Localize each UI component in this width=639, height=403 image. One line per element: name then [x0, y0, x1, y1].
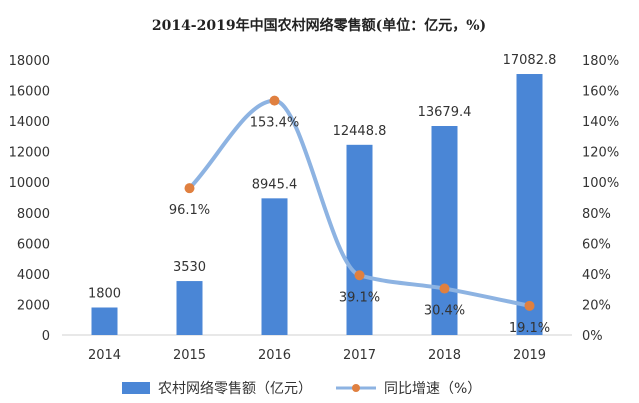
x-axis-tick-labels: 2014 2015 2016 2017 2018 2019: [88, 348, 546, 363]
bar: [91, 307, 118, 335]
x-tick-label: 2016: [258, 348, 291, 363]
bar-value-label: 13679.4: [418, 105, 472, 120]
x-tick-label: 2014: [88, 348, 121, 363]
y-left-tick-label: 10000: [9, 176, 50, 191]
y-left-tick-label: 6000: [17, 237, 50, 252]
bar-value-label: 12448.8: [333, 124, 387, 139]
x-tick-label: 2017: [343, 348, 376, 363]
y-axis-left: 0 2000 4000 6000 8000 10000 12000 14000 16000 180…: [9, 54, 50, 344]
y-right-tick-label: 60%: [582, 237, 611, 252]
bar: [516, 74, 543, 335]
legend: 农村网络零售额（亿元） 同比增速（%）: [122, 381, 481, 397]
growth-value-label: 96.1%: [169, 203, 210, 218]
y-left-tick-label: 16000: [9, 85, 50, 100]
x-tick-label: 2019: [513, 348, 546, 363]
growth-point: [184, 183, 195, 194]
bar-value-label: 3530: [173, 260, 206, 275]
growth-point: [354, 270, 365, 281]
line-series: 96.1% 153.4% 39.1% 30.4% 19.1%: [169, 95, 550, 336]
y-right-tick-label: 20%: [582, 298, 611, 313]
y-left-tick-label: 0: [42, 329, 50, 344]
growth-point: [439, 283, 450, 294]
y-right-tick-label: 140%: [582, 115, 619, 130]
bar-value-label: 8945.4: [252, 177, 298, 192]
y-right-tick-label: 80%: [582, 207, 611, 222]
legend-bar-label: 农村网络零售额（亿元）: [158, 381, 312, 397]
growth-point: [524, 300, 535, 311]
chart-title: 2014-2019年中国农村网络零售额(单位：亿元，%): [152, 17, 486, 34]
legend-line-marker: [352, 384, 360, 392]
bar: [431, 126, 458, 336]
bar: [176, 281, 203, 335]
x-tick-label: 2018: [428, 348, 461, 363]
y-left-tick-label: 12000: [9, 146, 50, 161]
legend-line-label: 同比增速（%）: [384, 381, 481, 397]
growth-value-label: 30.4%: [424, 304, 465, 319]
legend-bar-swatch: [122, 382, 150, 394]
y-axis-right: 0% 20% 40% 60% 80% 100% 120% 140% 160% 180%: [582, 54, 619, 344]
y-left-tick-label: 18000: [9, 54, 50, 69]
y-right-tick-label: 180%: [582, 54, 619, 69]
bar-value-label: 1800: [88, 287, 121, 302]
y-left-tick-label: 14000: [9, 115, 50, 130]
bar: [346, 144, 373, 335]
y-right-tick-label: 120%: [582, 146, 619, 161]
growth-line: [187, 98, 532, 308]
growth-value-label: 39.1%: [339, 290, 380, 305]
y-right-tick-label: 100%: [582, 176, 619, 191]
y-right-tick-label: 0%: [582, 329, 603, 344]
growth-point: [269, 95, 280, 106]
y-left-tick-label: 2000: [17, 298, 50, 313]
y-right-tick-label: 160%: [582, 85, 619, 100]
x-tick-label: 2015: [173, 348, 206, 363]
y-right-tick-label: 40%: [582, 268, 611, 283]
bar-series: 1800 3530 8945.4 12448.8 13679.4 17082.8: [88, 53, 557, 336]
bar-value-label: 17082.8: [503, 53, 557, 68]
growth-value-label: 153.4%: [250, 116, 300, 131]
bar: [261, 198, 288, 335]
growth-value-label: 19.1%: [509, 321, 550, 336]
y-left-tick-label: 4000: [17, 268, 50, 283]
y-left-tick-label: 8000: [17, 207, 50, 222]
